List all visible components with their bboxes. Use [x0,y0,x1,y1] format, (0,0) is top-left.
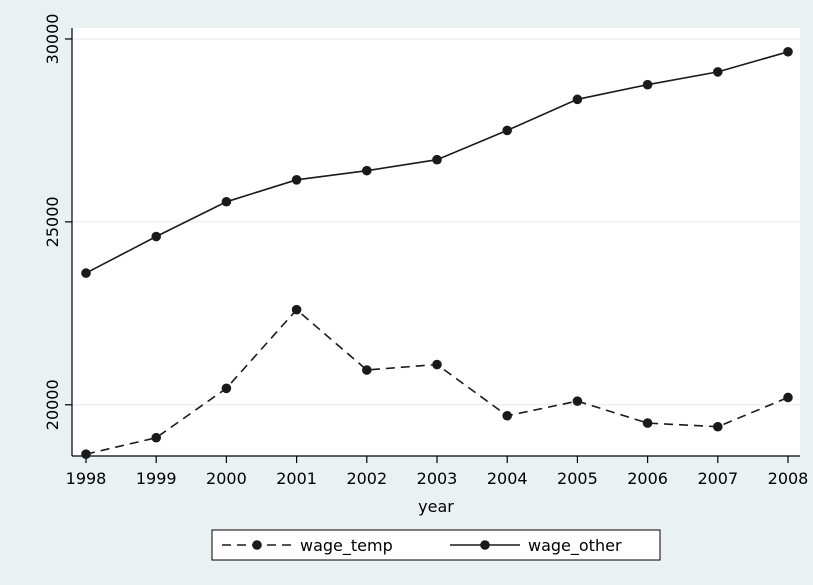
x-tick-label-2000: 2000 [206,469,247,488]
x-tick-label-1998: 1998 [66,469,107,488]
gridlines [72,38,800,406]
data-point-wage_other-2006 [642,79,653,90]
x-tick-label-2004: 2004 [487,469,528,488]
y-tick-label-25000: 25000 [43,196,62,247]
data-point-wage_temp-2008 [783,392,793,403]
series-wage_other [81,46,793,278]
data-point-wage_other-2005 [572,94,583,105]
x-tick-label-2008: 2008 [768,469,809,488]
x-tick-label-2001: 2001 [276,469,317,488]
data-point-wage_temp-2003 [432,359,442,370]
x-tick-label-2006: 2006 [627,469,668,488]
series-group [81,46,793,459]
data-point-wage_other-2007 [713,67,723,77]
data-point-wage_other-2000 [221,196,232,207]
data-point-wage_temp-2001 [291,304,302,315]
x-tick-label-1999: 1999 [136,469,177,488]
axes: 20000 25000 30000 1998 1999 2000 2001 2002 2003 2… [43,14,808,488]
legend-marker-wage_other [480,540,490,550]
x-tick-label-2002: 2002 [346,469,387,488]
plot-area [72,28,800,456]
x-axis-title: year [418,497,454,516]
legend-marker-wage_temp [252,540,262,550]
data-point-wage_other-2008 [783,46,793,57]
data-point-wage_temp-1999 [151,432,161,443]
legend-label-wage_other: wage_other [528,536,622,556]
data-point-wage_other-2001 [291,175,302,185]
data-point-wage_other-1999 [151,231,161,242]
x-tick-label-2005: 2005 [557,469,598,488]
data-point-wage_other-2002 [362,165,372,176]
data-point-wage_temp-2000 [221,383,232,394]
legend-label-wage_temp: wage_temp [300,536,393,556]
legend: wage_temp wage_other [211,529,661,561]
data-point-wage_temp-2006 [642,418,653,428]
series-wage_temp [81,304,793,459]
y-tick-label-20000: 20000 [43,379,62,430]
data-point-wage_temp-1998 [81,449,91,459]
data-point-wage_other-1998 [81,268,91,278]
data-point-wage_temp-2005 [572,396,583,406]
data-point-wage_temp-2004 [502,410,512,421]
data-point-wage_other-2003 [432,154,442,165]
x-tick-label-2007: 2007 [697,469,738,488]
y-tick-label-30000: 30000 [43,14,62,65]
data-point-wage_other-2004 [502,125,512,136]
data-point-wage_temp-2002 [362,365,372,375]
data-point-wage_temp-2007 [713,421,723,432]
x-tick-label-2003: 2003 [417,469,458,488]
